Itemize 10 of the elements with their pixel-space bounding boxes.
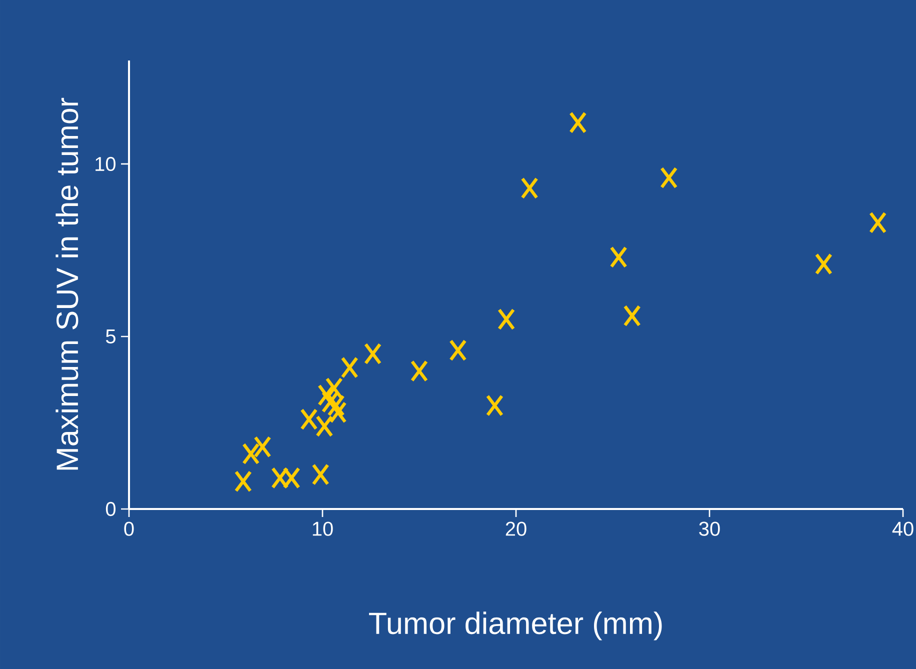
x-axis-title: Tumor diameter (mm) xyxy=(369,612,662,640)
x-tick-label: 10 xyxy=(312,522,333,536)
y-tick-label: 0 xyxy=(106,502,116,516)
y-axis-title: Maximum SUV in the tumor xyxy=(56,98,78,470)
y-tick-label: 10 xyxy=(96,156,116,172)
x-tick-label: 30 xyxy=(699,522,720,536)
x-tick-label: 0 xyxy=(124,522,134,536)
x-tick-label: 20 xyxy=(506,522,526,536)
x-tick-label: 40 xyxy=(892,522,914,536)
y-tick-label: 5 xyxy=(106,330,116,344)
